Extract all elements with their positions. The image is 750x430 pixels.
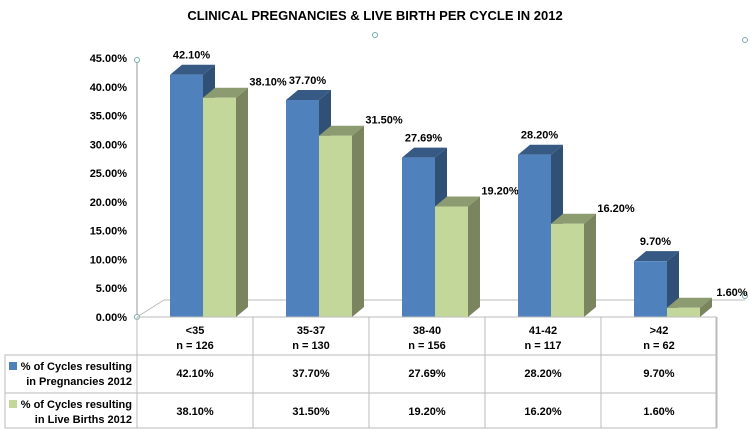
table-cell: 31.50% xyxy=(292,406,330,418)
category-count: n = 126 xyxy=(176,340,214,352)
series-name: % of Cycles resulting xyxy=(21,399,132,411)
bar xyxy=(286,100,319,317)
category-count: n = 130 xyxy=(292,340,330,352)
data-label: 16.20% xyxy=(597,203,635,215)
selection-handle xyxy=(134,57,140,63)
table-cell: 42.10% xyxy=(176,368,214,380)
category-label: <35 xyxy=(186,325,205,337)
bar xyxy=(551,223,584,317)
bar-side xyxy=(468,196,480,317)
legend-key xyxy=(9,362,17,370)
y-tick-label: 45.00% xyxy=(90,53,128,65)
y-tick-label: 20.00% xyxy=(90,197,128,209)
category-label: >42 xyxy=(650,325,669,337)
table-cell: 19.20% xyxy=(408,406,446,418)
selection-handle xyxy=(742,37,748,43)
category-count: n = 117 xyxy=(524,340,561,352)
bar xyxy=(667,307,700,317)
y-tick-label: 10.00% xyxy=(90,254,128,266)
series-name: in Live Births 2012 xyxy=(35,414,132,426)
category-count: n = 62 xyxy=(643,340,675,352)
bar-top xyxy=(551,213,596,224)
bar xyxy=(402,157,435,317)
bar-top xyxy=(402,147,447,158)
table-cell: 37.70% xyxy=(292,368,330,380)
y-tick-label: 5.00% xyxy=(96,283,127,295)
data-label: 37.70% xyxy=(289,75,327,87)
series-name: % of Cycles resulting xyxy=(21,361,132,373)
y-tick-label: 15.00% xyxy=(90,226,128,238)
series-name: in Pregnancies 2012 xyxy=(26,376,132,388)
bar-side xyxy=(236,87,248,317)
y-tick-label: 35.00% xyxy=(90,111,128,123)
bar-top xyxy=(286,90,331,101)
bar-top xyxy=(435,196,480,207)
bar xyxy=(634,261,667,317)
legend-key xyxy=(9,400,17,408)
chart-title: CLINICAL PREGNANCIES & LIVE BIRTH PER CY… xyxy=(187,8,562,23)
bar-top xyxy=(667,297,712,308)
y-tick-label: 40.00% xyxy=(90,82,128,94)
data-label: 31.50% xyxy=(365,115,403,127)
bar xyxy=(518,154,551,317)
table-cell: 1.60% xyxy=(643,406,674,418)
table-cell: 16.20% xyxy=(524,406,562,418)
category-label: 38-40 xyxy=(413,325,441,337)
data-label: 19.20% xyxy=(481,185,519,197)
data-label: 42.10% xyxy=(173,50,211,62)
table-cell: 28.20% xyxy=(524,368,562,380)
bar-top xyxy=(634,251,679,262)
selection-handle xyxy=(742,293,748,299)
bar-side xyxy=(700,297,712,317)
bar xyxy=(435,206,468,317)
data-label: 38.10% xyxy=(249,77,287,89)
bar xyxy=(170,74,203,318)
data-label: 28.20% xyxy=(521,130,559,142)
bar-top xyxy=(319,125,364,136)
bar-top xyxy=(203,87,248,98)
category-count: n = 156 xyxy=(408,340,446,352)
data-label: 1.60% xyxy=(716,287,747,299)
bar-top xyxy=(518,144,563,155)
selection-handle xyxy=(372,32,378,38)
y-tick-label: 25.00% xyxy=(90,168,128,180)
bar xyxy=(203,97,236,317)
table-cell: 38.10% xyxy=(176,406,214,418)
data-label: 9.70% xyxy=(640,236,671,248)
bar-top xyxy=(170,64,215,75)
y-tick-label: 0.00% xyxy=(96,312,127,324)
category-label: 35-37 xyxy=(297,325,325,337)
y-tick-label: 30.00% xyxy=(90,139,128,151)
bar-side xyxy=(584,213,596,317)
table-cell: 9.70% xyxy=(643,368,674,380)
table-cell: 27.69% xyxy=(408,368,446,380)
bar-side xyxy=(352,125,364,317)
data-label: 27.69% xyxy=(405,133,443,145)
category-label: 41-42 xyxy=(529,325,557,337)
bar xyxy=(319,135,352,317)
